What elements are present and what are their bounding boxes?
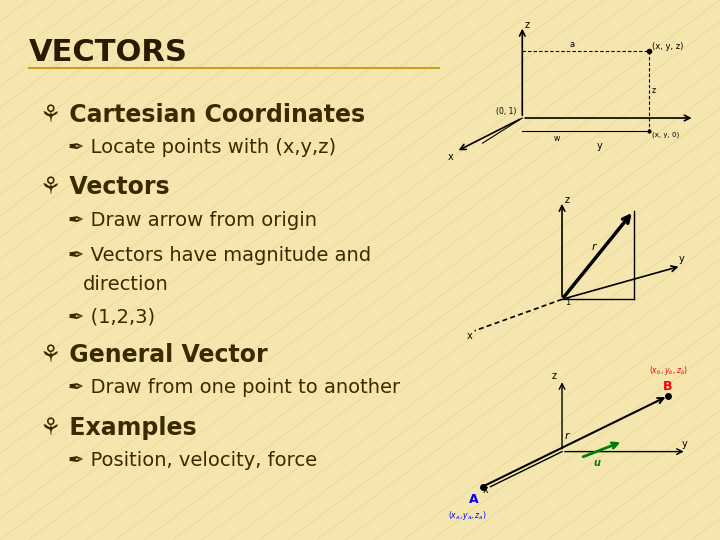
Text: ✒ Position, velocity, force: ✒ Position, velocity, force	[68, 451, 318, 470]
Text: x: x	[467, 330, 472, 341]
Text: z: z	[552, 372, 557, 381]
Text: y: y	[596, 141, 602, 151]
Text: ✒ (1,2,3): ✒ (1,2,3)	[68, 308, 156, 327]
Text: A: A	[469, 493, 479, 506]
Text: ✒ Locate points with (x,y,z): ✒ Locate points with (x,y,z)	[68, 138, 336, 157]
Text: y: y	[679, 254, 685, 264]
Text: direction: direction	[83, 275, 168, 294]
Text: ⚘ General Vector: ⚘ General Vector	[40, 343, 267, 367]
Text: B: B	[662, 380, 672, 393]
Text: ⚘ Examples: ⚘ Examples	[40, 416, 197, 440]
Text: ✒ Vectors have magnitude and: ✒ Vectors have magnitude and	[68, 246, 372, 265]
Text: ⚘ Cartesian Coordinates: ⚘ Cartesian Coordinates	[40, 103, 365, 126]
Text: z: z	[652, 86, 656, 95]
Text: u: u	[594, 458, 600, 468]
Text: $(x_a,y_a,z_a)$: $(x_a,y_a,z_a)$	[448, 509, 487, 522]
Text: x: x	[448, 152, 454, 162]
Text: (0, 1): (0, 1)	[496, 107, 516, 116]
Text: VECTORS: VECTORS	[29, 38, 188, 67]
Text: r: r	[591, 242, 596, 252]
Text: ✒ Draw arrow from origin: ✒ Draw arrow from origin	[68, 211, 318, 229]
Text: (x, y, z): (x, y, z)	[652, 42, 683, 51]
Text: z: z	[564, 195, 570, 205]
Text: (x, y, 0): (x, y, 0)	[652, 132, 680, 138]
Text: ✒ Draw from one point to another: ✒ Draw from one point to another	[68, 378, 400, 397]
Text: r: r	[564, 431, 570, 441]
Text: a: a	[570, 40, 575, 49]
Text: w: w	[554, 134, 560, 143]
Text: 1: 1	[564, 298, 570, 307]
Text: ⚘ Vectors: ⚘ Vectors	[40, 176, 169, 199]
Text: z: z	[525, 20, 530, 30]
Text: x: x	[482, 485, 488, 495]
Text: y: y	[681, 440, 687, 449]
Text: $(x_b,y_b,z_b)$: $(x_b,y_b,z_b)$	[649, 364, 688, 377]
